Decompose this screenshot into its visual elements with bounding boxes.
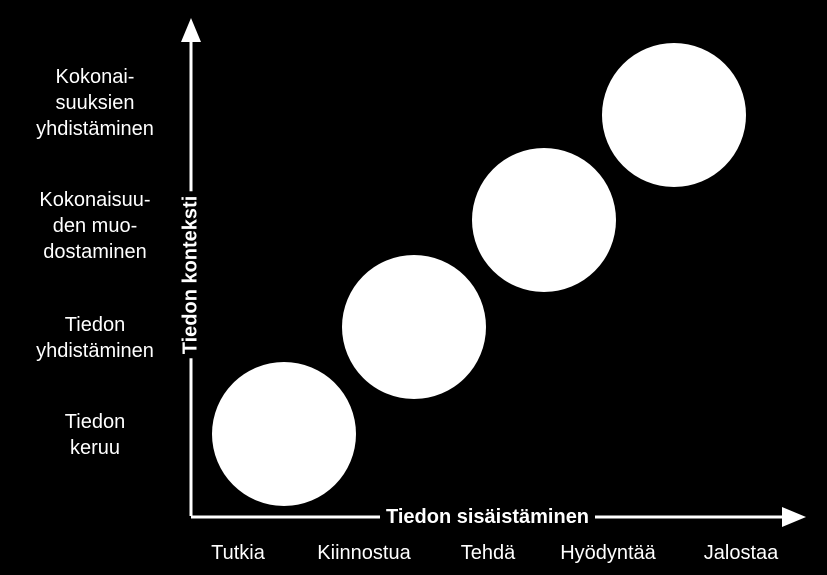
x-level-label-2: Kiinnostua [317,542,411,564]
y-level-label-4: Tiedon keruu [64,411,126,459]
x-level-label-4: Hyödyntää [560,542,656,564]
stage-circle-1 [212,362,356,506]
y-axis-arrow-icon [181,18,201,42]
x-axis-arrow-icon [782,507,806,527]
stage-circle-3 [472,148,616,292]
y-level-label-2: Kokonaisuu- den muo- dostaminen [39,189,151,263]
stage-circle-2 [342,255,486,399]
x-level-label-1: Tutkia [211,542,265,564]
y-axis-title: Tiedon konteksti [179,191,203,359]
x-level-label-5: Jalostaa [703,542,779,564]
y-level-label-3: Tiedon yhdistäminen [36,314,154,362]
stage-circle-4 [602,43,746,187]
y-level-label-1: Kokonai- suuksien yhdistäminen [36,66,154,140]
x-level-label-3: Tehdä [460,542,516,564]
x-axis-title: Tiedon sisäistäminen [380,506,596,528]
